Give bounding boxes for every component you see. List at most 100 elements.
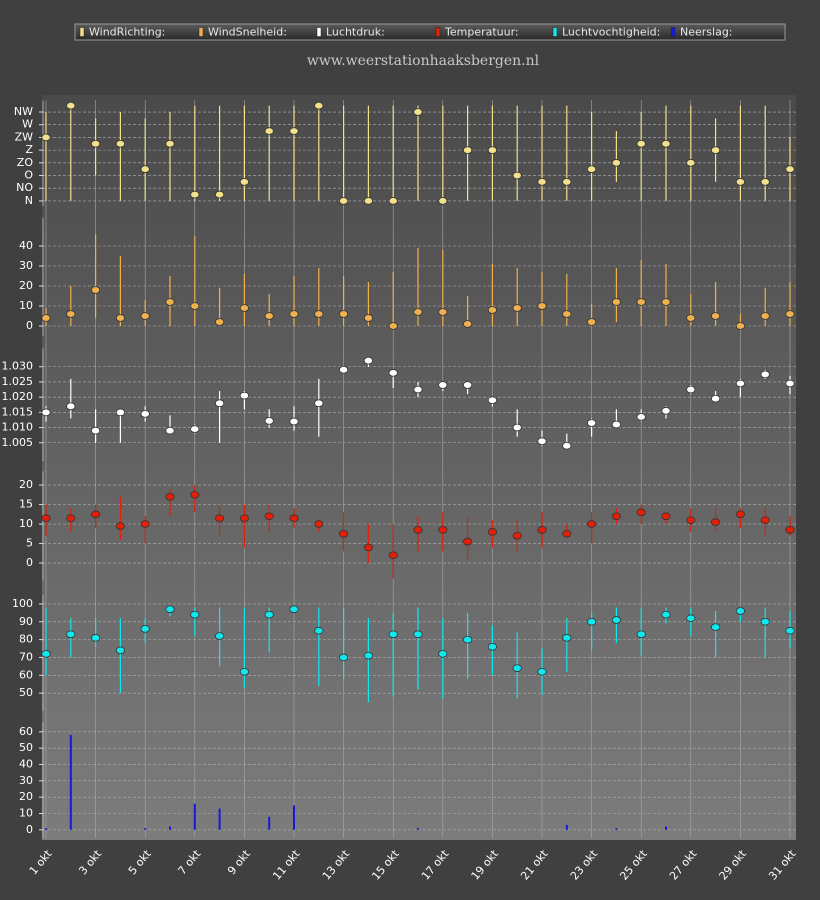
y-tick-label: NO bbox=[16, 181, 33, 194]
marker bbox=[537, 437, 547, 446]
marker bbox=[661, 610, 671, 619]
marker bbox=[710, 518, 721, 526]
marker bbox=[264, 312, 274, 320]
marker bbox=[66, 402, 76, 411]
marker bbox=[661, 512, 671, 521]
marker bbox=[338, 529, 349, 538]
marker bbox=[165, 492, 175, 501]
marker bbox=[586, 165, 597, 173]
marker bbox=[760, 178, 770, 186]
marker bbox=[562, 634, 572, 642]
marker bbox=[239, 667, 249, 676]
bar bbox=[169, 826, 171, 830]
marker bbox=[115, 139, 126, 148]
legend-label: Luchtdruk: bbox=[326, 26, 385, 39]
y-tick-label: 50 bbox=[19, 741, 33, 754]
marker bbox=[562, 441, 572, 450]
y-tick-label: ZW bbox=[15, 130, 34, 143]
marker bbox=[760, 312, 770, 320]
marker bbox=[190, 302, 200, 310]
y-tick-label: W bbox=[22, 118, 33, 131]
marker bbox=[537, 302, 547, 310]
marker bbox=[710, 623, 721, 631]
marker bbox=[215, 318, 225, 326]
y-tick-label: 15 bbox=[19, 498, 33, 511]
marker bbox=[636, 630, 646, 639]
legend-swatch bbox=[79, 27, 85, 37]
y-tick-label: 0 bbox=[26, 319, 33, 332]
marker bbox=[239, 391, 249, 400]
marker bbox=[388, 551, 398, 560]
y-tick-label: ZO bbox=[17, 156, 34, 169]
y-tick-label: 1.030 bbox=[2, 360, 34, 373]
bar bbox=[193, 803, 196, 830]
marker bbox=[611, 159, 622, 167]
marker bbox=[611, 512, 622, 521]
subtitle: www.weerstationhaaksbergen.nl bbox=[307, 53, 540, 69]
legend-swatch bbox=[435, 27, 441, 37]
marker bbox=[537, 526, 547, 534]
legend-swatch bbox=[670, 27, 676, 37]
y-tick-label: N bbox=[25, 194, 33, 207]
marker bbox=[363, 314, 373, 322]
marker bbox=[314, 310, 324, 318]
marker bbox=[413, 385, 423, 394]
marker bbox=[66, 514, 76, 522]
bar bbox=[417, 828, 419, 830]
marker bbox=[338, 310, 349, 318]
legend-label: Temperatuur: bbox=[444, 26, 519, 39]
marker bbox=[735, 178, 746, 186]
bar bbox=[268, 816, 271, 830]
marker bbox=[487, 642, 497, 651]
marker bbox=[487, 396, 497, 404]
marker bbox=[91, 510, 101, 519]
marker bbox=[462, 381, 473, 389]
marker bbox=[562, 178, 572, 186]
marker bbox=[190, 190, 200, 199]
marker bbox=[264, 127, 274, 135]
marker bbox=[487, 306, 497, 314]
marker bbox=[140, 520, 150, 528]
marker bbox=[239, 514, 249, 522]
marker bbox=[140, 312, 150, 320]
y-tick-label: 70 bbox=[19, 650, 33, 663]
marker bbox=[413, 308, 423, 316]
marker bbox=[760, 516, 770, 524]
marker bbox=[66, 101, 76, 110]
bar bbox=[218, 808, 221, 830]
marker bbox=[686, 159, 696, 167]
marker bbox=[760, 617, 770, 626]
bar bbox=[565, 824, 568, 830]
marker bbox=[91, 426, 101, 435]
marker bbox=[264, 512, 274, 521]
marker bbox=[115, 314, 126, 322]
marker bbox=[363, 197, 373, 205]
marker bbox=[438, 526, 448, 534]
marker bbox=[91, 139, 101, 148]
legend-box bbox=[74, 23, 786, 41]
y-tick-label: 40 bbox=[19, 239, 33, 252]
marker bbox=[363, 356, 373, 365]
marker bbox=[66, 310, 76, 318]
y-tick-label: 100 bbox=[12, 597, 33, 610]
marker bbox=[215, 514, 225, 522]
marker bbox=[710, 394, 721, 403]
marker bbox=[785, 526, 795, 534]
marker bbox=[115, 646, 126, 655]
bar bbox=[144, 828, 147, 830]
marker bbox=[363, 543, 373, 552]
marker bbox=[140, 410, 150, 418]
marker bbox=[462, 146, 473, 154]
marker bbox=[686, 385, 696, 394]
legend-label: Luchtvochtigheid: bbox=[562, 26, 660, 39]
marker bbox=[462, 635, 473, 644]
marker bbox=[661, 139, 671, 148]
marker bbox=[239, 178, 249, 186]
marker bbox=[165, 298, 175, 306]
marker bbox=[314, 626, 324, 635]
marker bbox=[636, 298, 646, 306]
y-tick-label: O bbox=[24, 169, 33, 182]
marker bbox=[512, 531, 522, 540]
marker bbox=[785, 626, 795, 635]
